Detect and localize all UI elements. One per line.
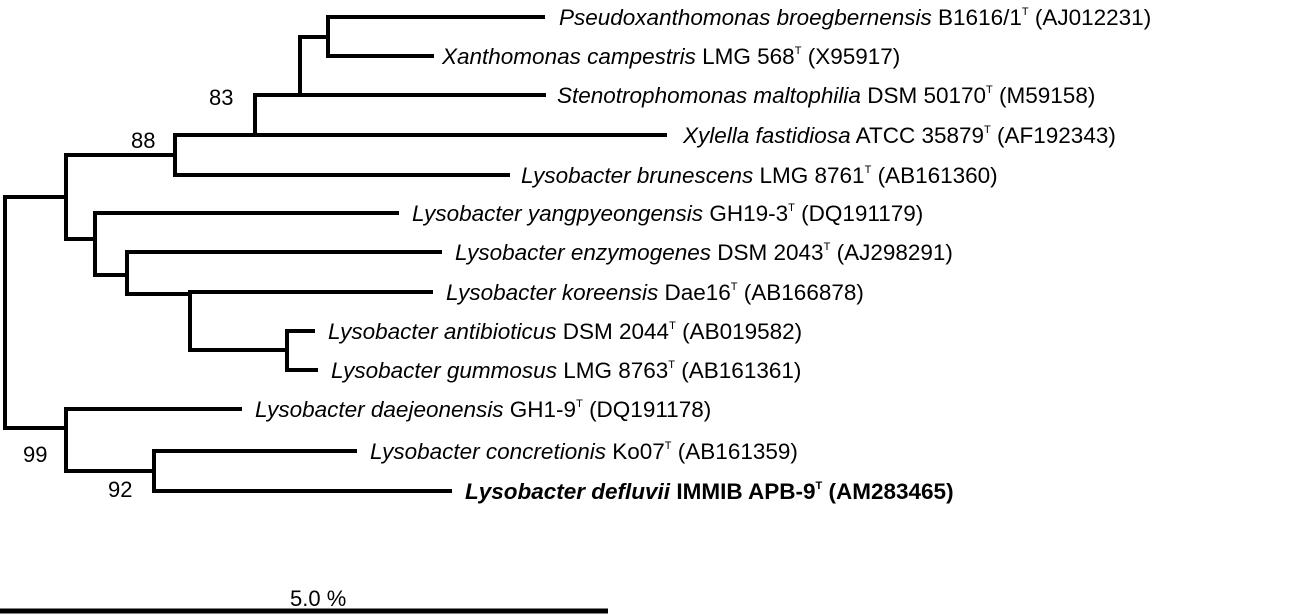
bootstrap-value: 92 — [108, 477, 132, 502]
taxon-label: Xylella fastidiosa ATCC 35879T (AF192343… — [682, 123, 1116, 148]
scale-bar: 5.0 % — [0, 586, 608, 614]
taxon-label: Lysobacter brunescens LMG 8761T (AB16136… — [521, 163, 998, 188]
taxon-label: Lysobacter enzymogenes DSM 2043T (AJ2982… — [455, 240, 953, 265]
taxon-label: Lysobacter yangpyeongensis GH19-3T (DQ19… — [412, 201, 923, 226]
bootstrap-values: 83 88 99 92 — [23, 85, 233, 502]
taxon-label: Lysobacter daejeonensis GH1-9T (DQ191178… — [255, 397, 711, 422]
scale-bar-label: 5.0 % — [290, 586, 346, 611]
taxon-label: Stenotrophomonas maltophilia DSM 50170T … — [557, 83, 1095, 108]
taxon-label: Xanthomonas campestris LMG 568T (X95917) — [441, 44, 900, 69]
taxon-label: Lysobacter koreensis Dae16T (AB166878) — [446, 280, 864, 305]
taxon-label: Pseudoxanthomonas broegbernensis B1616/1… — [559, 5, 1151, 30]
taxon-label: Lysobacter gummosus LMG 8763T (AB161361) — [331, 358, 801, 383]
taxon-label: Lysobacter antibioticus DSM 2044T (AB019… — [328, 319, 802, 344]
highlighted-taxon-label: Lysobacter defluvii IMMIB APB-9T (AM2834… — [465, 479, 954, 504]
bootstrap-value: 99 — [23, 442, 47, 467]
tree-branches — [3, 15, 667, 493]
bootstrap-value: 88 — [131, 128, 155, 153]
bootstrap-value: 83 — [209, 85, 233, 110]
taxon-label: Lysobacter concretionis Ko07T (AB161359) — [370, 439, 798, 464]
taxon-labels: Pseudoxanthomonas broegbernensis B1616/1… — [255, 5, 1151, 504]
